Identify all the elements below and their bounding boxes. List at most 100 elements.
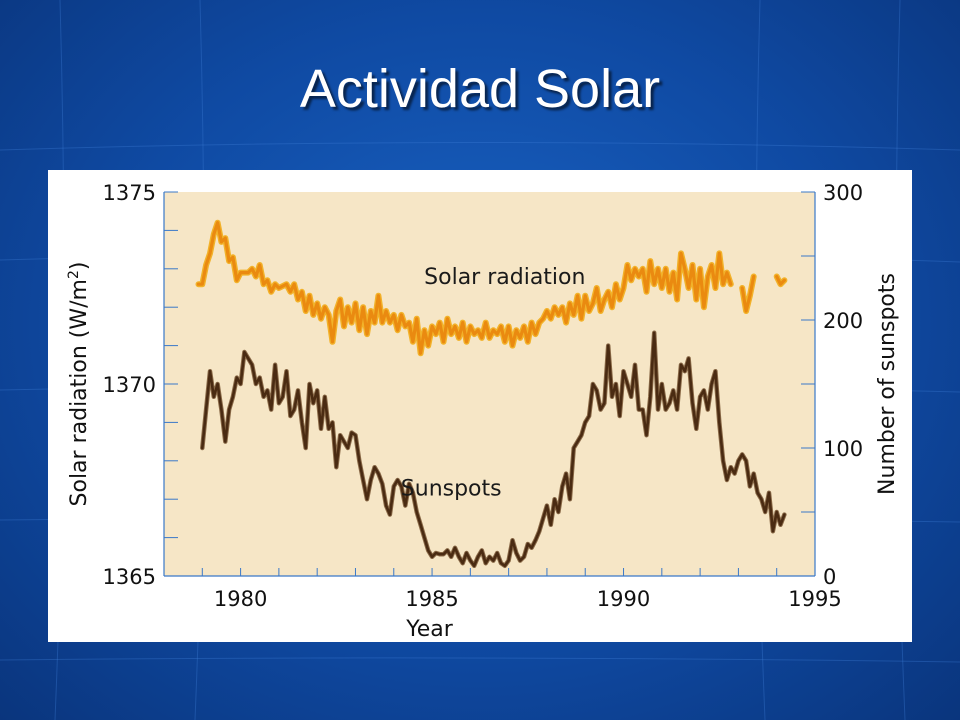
solar-radiation-point <box>565 321 567 324</box>
sunspots-point <box>247 357 249 359</box>
solar-radiation-point <box>477 329 479 331</box>
solar-radiation-label: Solar radiation <box>424 265 585 290</box>
solar-radiation-point <box>531 321 533 324</box>
sunspots-point <box>699 396 701 398</box>
solar-radiation-point <box>588 310 590 312</box>
solar-radiation-point <box>519 337 521 339</box>
solar-radiation-point <box>722 283 724 285</box>
sunspots-point <box>776 511 778 513</box>
sunspots-point <box>599 409 602 411</box>
sunspots-point <box>312 402 314 404</box>
sunspots-point <box>274 364 276 366</box>
sunspots-point <box>209 370 211 372</box>
sunspots-point <box>439 553 441 555</box>
solar-radiation-point <box>550 318 552 320</box>
solar-radiation-point <box>607 291 609 293</box>
y-left-tick-label: 1375 <box>103 181 156 205</box>
solar-radiation-point <box>465 341 468 343</box>
slide-title: Actividad Solar <box>299 59 661 119</box>
sunspots-point <box>404 505 406 507</box>
sunspots-point <box>427 549 429 551</box>
sunspots-point <box>569 498 571 500</box>
sunspots-point <box>722 460 724 462</box>
solar-radiation-point <box>619 298 621 301</box>
solar-radiation-point <box>718 252 720 255</box>
sunspots-point <box>619 415 621 417</box>
sunspots-point <box>531 547 533 549</box>
solar-radiation-point <box>779 283 782 285</box>
sunspots-point <box>351 432 353 434</box>
sunspots-point <box>519 560 521 562</box>
sunspots-point <box>251 364 253 366</box>
sunspots-point <box>239 383 242 385</box>
sunspots-point <box>718 421 720 423</box>
solar-radiation-point <box>462 321 464 324</box>
solar-radiation-point <box>473 333 475 335</box>
solar-radiation-point <box>515 329 517 331</box>
sunspots-point <box>634 364 636 366</box>
sunspots-point <box>446 549 448 551</box>
solar-radiation-point <box>615 283 617 285</box>
sunspots-point <box>607 345 609 347</box>
sunspots-point <box>366 498 368 500</box>
sunspots-point <box>431 556 433 558</box>
sunspots-point <box>622 370 625 372</box>
sunspots-point <box>442 553 445 555</box>
solar-radiation-point <box>251 268 253 270</box>
sunspots-point <box>320 428 322 430</box>
solar-radiation-point <box>293 283 295 285</box>
sunspots-point <box>534 539 537 541</box>
sunspots-point <box>377 473 380 475</box>
solar-radiation-point <box>228 260 230 262</box>
sunspots-point <box>546 505 548 507</box>
sunspots-point <box>703 389 705 391</box>
sunspots-point <box>297 389 299 391</box>
solar-radiation-point <box>454 325 456 327</box>
sunspots-point <box>328 428 330 430</box>
sunspots-point <box>347 447 349 449</box>
solar-radiation-point <box>580 318 583 320</box>
solar-radiation-point <box>366 333 368 335</box>
solar-radiation-point <box>305 310 307 312</box>
solar-radiation-point <box>680 252 682 255</box>
sunspots-point <box>278 402 280 404</box>
sunspots-point <box>668 402 671 404</box>
sunspots-series <box>200 330 787 569</box>
sunspots-point <box>496 552 498 554</box>
x-tick-label: 1985 <box>405 587 458 611</box>
solar-radiation-point <box>511 345 514 347</box>
sunspots-point <box>266 389 268 391</box>
sunspots-point <box>335 466 337 468</box>
sunspots-point <box>408 483 410 485</box>
sunspots-point <box>354 434 357 436</box>
sunspots-point <box>515 552 517 554</box>
sunspots-point <box>477 556 479 558</box>
solar-radiation-point <box>197 283 200 285</box>
solar-radiation-point <box>630 279 632 281</box>
sunspots-point <box>779 524 782 526</box>
sunspots-point <box>228 409 230 411</box>
solar-radiation-point <box>546 310 548 312</box>
sunspots-point <box>764 511 766 513</box>
solar-radiation-point <box>297 298 299 301</box>
solar-radiation-point <box>611 306 613 308</box>
solar-radiation-point <box>427 345 429 347</box>
sunspots-point <box>469 560 471 562</box>
sunspots-point <box>201 447 203 449</box>
solar-radiation-line <box>740 274 756 313</box>
solar-radiation-point <box>343 325 345 327</box>
sunspots-point <box>259 377 261 379</box>
sunspots-point <box>293 409 295 411</box>
solar-radiation-point <box>596 287 598 289</box>
solar-radiation-point <box>442 341 445 343</box>
sunspots-point <box>220 409 223 411</box>
sunspots-point <box>301 421 303 423</box>
sunspots-point <box>741 453 743 455</box>
sunspots-point <box>374 466 376 468</box>
solar-radiation-point <box>412 341 414 343</box>
solar-radiation-point <box>274 283 276 285</box>
solar-radiation-point <box>745 310 747 312</box>
sunspots-point <box>527 543 529 545</box>
sunspots-point <box>362 479 364 481</box>
sunspots-point <box>760 498 762 500</box>
